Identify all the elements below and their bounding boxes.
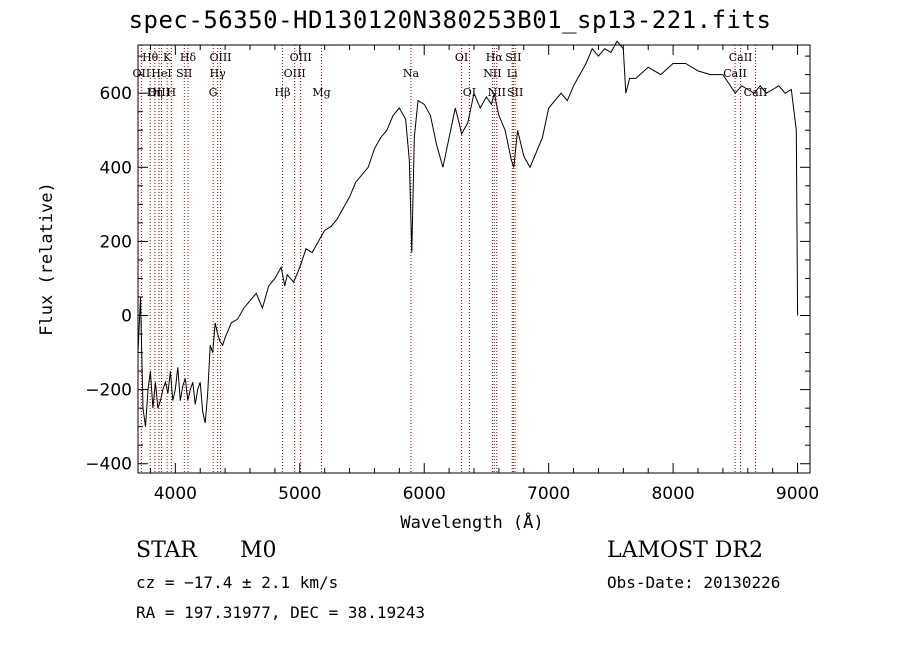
y-tick-label: −200	[85, 381, 132, 401]
y-tick-label: 200	[100, 232, 132, 252]
line-label-g: G	[209, 86, 218, 99]
plot-frame	[137, 44, 811, 474]
line-label-sii: SII	[176, 67, 192, 80]
line-label-na: Na	[403, 67, 420, 80]
line-label-k: K	[163, 51, 172, 64]
line-label-oiii: OIII	[209, 51, 231, 64]
x-tick-label: 6000	[403, 484, 446, 504]
line-label-hθ: Hθ	[142, 51, 159, 64]
y-tick-label: 0	[121, 307, 132, 327]
line-label-oi: OI	[455, 51, 468, 64]
line-label-hβ: Hβ	[275, 86, 291, 99]
x-tick-label: 7000	[527, 484, 570, 504]
y-tick-label: −400	[85, 455, 132, 475]
observation-date: Obs-Date: 20130226	[607, 573, 781, 592]
x-axis-ticks: 4000 5000 6000 7000 8000 9000	[149, 45, 819, 504]
survey-name: LAMOST DR2	[607, 538, 763, 563]
line-label-oi: OI	[463, 86, 476, 99]
object-class: STAR	[136, 538, 197, 563]
line-label-sii: SII	[505, 51, 521, 64]
line-label-hδ: Hδ	[180, 51, 197, 64]
line-label-oii: OII	[133, 67, 151, 80]
line-label-hei: HeI	[151, 67, 171, 80]
x-tick-label: 9000	[776, 484, 819, 504]
redshift-readout: cz = −17.4 ± 2.1 km/s	[136, 573, 339, 592]
x-tick-label: 4000	[154, 484, 197, 504]
coordinates-readout: RA = 197.31977, DEC = 38.19243	[136, 603, 425, 622]
line-label-caii: CaII	[729, 51, 753, 64]
line-label-hη: Hη	[147, 86, 163, 99]
object-subclass: M0	[240, 538, 277, 563]
line-label-sii: SII	[507, 86, 523, 99]
y-axis-label: Flux (relative)	[37, 182, 57, 336]
spectrum-series-line	[137, 40, 799, 427]
line-label-nii: NII	[483, 67, 501, 80]
y-tick-label: 400	[100, 158, 132, 178]
line-label-oiii: OIII	[290, 51, 312, 64]
line-label-caii: CaII	[744, 86, 768, 99]
line-label-oiii: OIII	[284, 67, 306, 80]
line-label-nii: NII	[488, 86, 506, 99]
y-axis-ticks: −400 −200 0 200 400 600	[85, 55, 810, 475]
chart-title: spec-56350-HD130120N380253B01_sp13-221.f…	[128, 6, 772, 34]
line-label-hα: Hα	[486, 51, 504, 64]
line-label-mg: Mg	[312, 86, 330, 99]
emission-line-markers	[140, 45, 756, 473]
line-label-h: H	[167, 86, 177, 99]
x-axis-label: Wavelength (Å)	[400, 511, 543, 533]
y-tick-label: 600	[100, 84, 132, 104]
line-label-hγ: Hγ	[210, 67, 227, 80]
x-tick-label: 5000	[278, 484, 321, 504]
line-label-oiii: OIII	[148, 86, 170, 99]
line-label-li: Li	[507, 67, 518, 80]
x-tick-label: 8000	[651, 484, 694, 504]
line-label-caii: CaII	[723, 67, 747, 80]
